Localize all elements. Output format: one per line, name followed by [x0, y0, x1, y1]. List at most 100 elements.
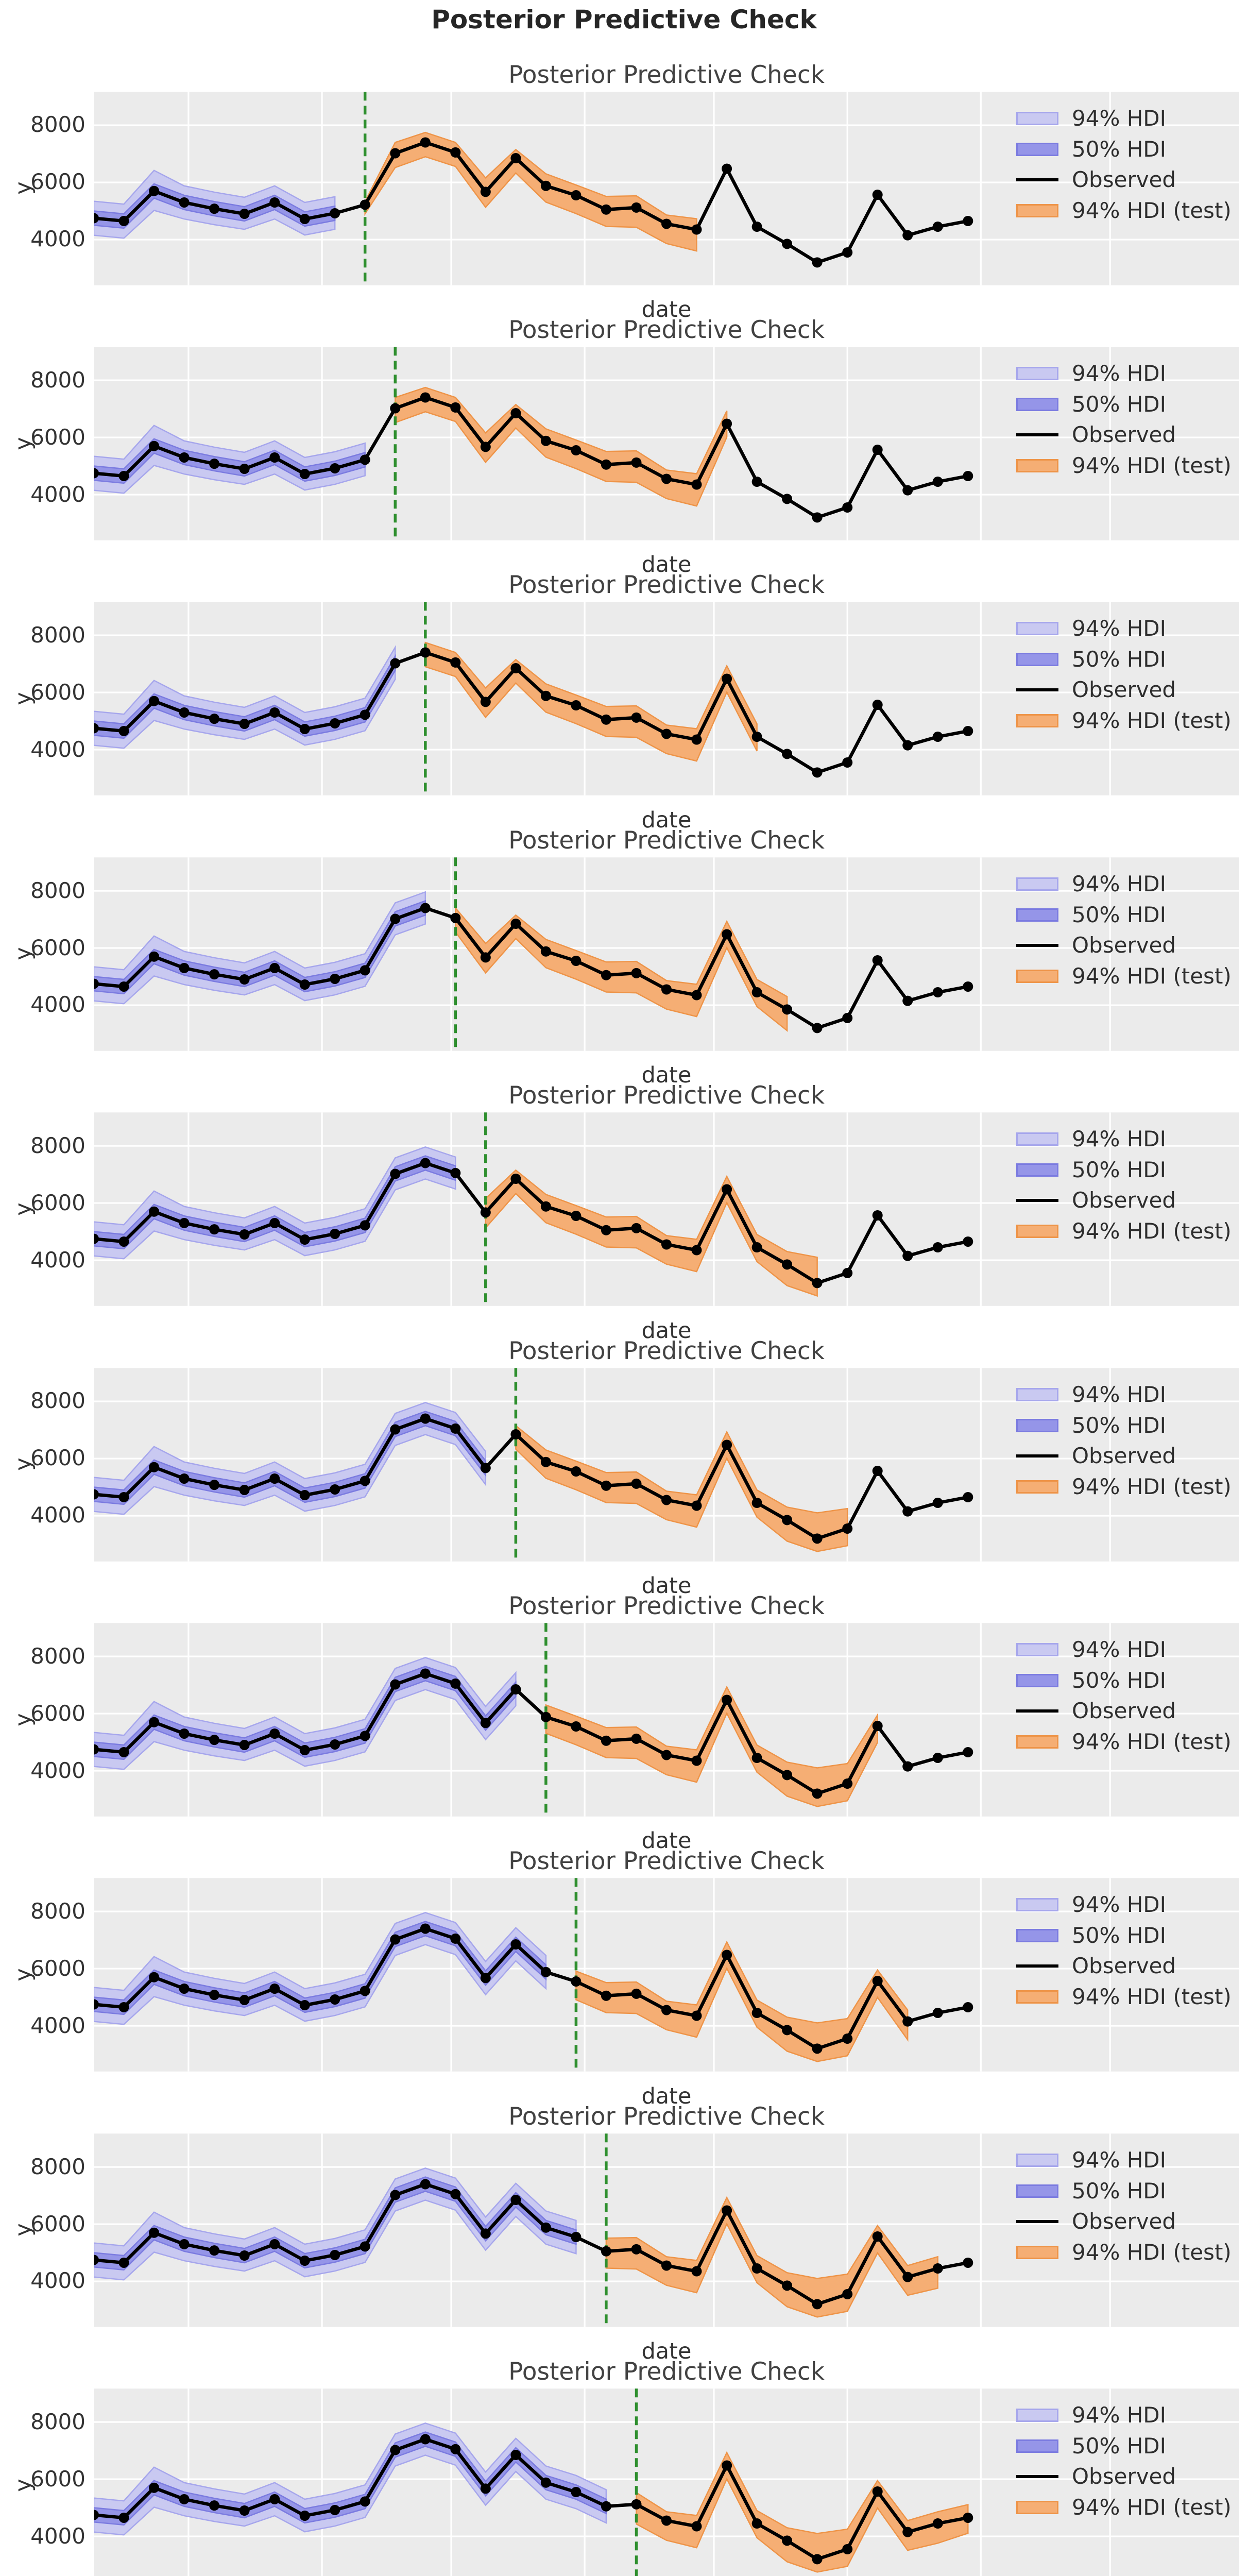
- legend-label: Observed: [1072, 2208, 1176, 2234]
- test-hdi94-swatch-icon: [1016, 459, 1058, 472]
- legend-label: Observed: [1072, 2464, 1176, 2489]
- observed-point: [812, 1788, 823, 1799]
- observed-point: [902, 2016, 913, 2027]
- observed-point: [932, 1242, 943, 1253]
- test-hdi94-swatch-icon: [1016, 1990, 1058, 2004]
- y-tick-label: 8000: [30, 1899, 86, 1924]
- observed-point: [118, 470, 129, 481]
- observed-point: [239, 974, 250, 985]
- observed-point: [299, 1489, 310, 1500]
- plot-area: [94, 1367, 1239, 1562]
- legend-item-94hdi-test: 94% HDI (test): [1016, 453, 1232, 478]
- ppc-panel: Posterior Predictive Check y 8000 6000 4…: [0, 1587, 1248, 1875]
- hdi50-swatch-icon: [1016, 2439, 1058, 2453]
- observed-point: [510, 2194, 521, 2205]
- observed-point: [571, 955, 582, 966]
- observed-point: [209, 459, 220, 469]
- hdi50-swatch-icon: [1016, 2184, 1058, 2198]
- observed-point: [902, 740, 913, 751]
- observed-point: [239, 1995, 250, 2006]
- observed-point: [209, 203, 220, 214]
- legend-label: 94% HDI (test): [1072, 708, 1232, 734]
- observed-point: [390, 1679, 401, 1690]
- observed-point: [179, 452, 190, 463]
- observed-point: [751, 1752, 762, 1763]
- observed-point: [932, 2263, 943, 2274]
- observed-point: [450, 657, 461, 668]
- x-axis-label: date: [641, 2083, 692, 2109]
- y-tick-label: 6000: [30, 680, 86, 705]
- observed-point: [751, 2008, 762, 2019]
- test-hdi94-swatch-icon: [1016, 969, 1058, 983]
- legend-label: 50% HDI: [1072, 391, 1167, 417]
- x-axis-label: date: [641, 552, 692, 578]
- legend-item-observed: Observed: [1016, 677, 1176, 702]
- observed-point: [631, 713, 642, 723]
- observed-point: [269, 707, 280, 718]
- observed-point: [209, 969, 220, 979]
- y-tick-label: 8000: [30, 2154, 86, 2179]
- observed-point: [902, 1761, 913, 1772]
- y-tick-label: 8000: [30, 367, 86, 393]
- ppc-panel: Posterior Predictive Check y 8000 6000 4…: [0, 311, 1248, 599]
- observed-point: [420, 1413, 431, 1423]
- observed-point: [510, 1684, 521, 1694]
- observed-point: [842, 757, 853, 768]
- observed-point: [932, 2008, 943, 2019]
- legend-label: Observed: [1072, 932, 1176, 958]
- observed-line-swatch-icon: [1016, 1709, 1058, 1713]
- observed-point: [631, 202, 642, 213]
- observed-point: [360, 1986, 370, 1996]
- test-hdi94-band: [424, 641, 758, 762]
- observed-point: [812, 2043, 823, 2054]
- observed-point: [179, 962, 190, 973]
- observed-point: [149, 696, 160, 707]
- observed-point: [360, 2496, 370, 2507]
- observed-line-swatch-icon: [1016, 1454, 1058, 1458]
- observed-point: [872, 1210, 883, 1221]
- observed-point: [480, 1207, 491, 1218]
- observed-point: [631, 1733, 642, 1744]
- test-hdi94-band: [545, 1685, 878, 1807]
- observed-point: [691, 479, 702, 490]
- legend-label: 94% HDI: [1072, 1892, 1167, 1918]
- observed-point: [118, 215, 129, 226]
- ppc-panel: Posterior Predictive Check y 8000 6000 4…: [0, 2097, 1248, 2386]
- figure-suptitle: Posterior Predictive Check: [431, 5, 817, 35]
- hdi50-swatch-icon: [1016, 1673, 1058, 1687]
- observed-point: [691, 1245, 702, 1256]
- legend-item-94hdi: 94% HDI: [1016, 2403, 1166, 2428]
- x-axis-label: date: [641, 1317, 692, 1344]
- observed-point: [842, 1012, 853, 1023]
- observed-point: [963, 470, 973, 481]
- observed-point: [330, 1229, 340, 1240]
- observed-point: [149, 1972, 160, 1983]
- observed-point: [118, 1236, 129, 1247]
- observed-point: [872, 700, 883, 710]
- observed-point: [842, 2289, 853, 2299]
- y-tick-label: 6000: [30, 1956, 86, 1981]
- observed-point: [480, 697, 491, 707]
- observed-point: [722, 673, 732, 684]
- observed-point: [118, 1492, 129, 1502]
- observed-point: [963, 2002, 973, 2013]
- observed-point: [842, 1523, 853, 1534]
- observed-point: [722, 1439, 732, 1450]
- observed-line-swatch-icon: [1016, 943, 1058, 947]
- observed-point: [360, 1220, 370, 1231]
- observed-point: [390, 2445, 401, 2455]
- observed-point: [360, 199, 370, 210]
- legend-label: 50% HDI: [1072, 1923, 1167, 1948]
- observed-point: [480, 442, 491, 452]
- observed-point: [963, 981, 973, 992]
- hdi50-swatch-icon: [1016, 1929, 1058, 1943]
- observed-point: [299, 2511, 310, 2521]
- observed-point: [691, 1500, 702, 1511]
- observed-point: [299, 2000, 310, 2011]
- test-hdi94-swatch-icon: [1016, 714, 1058, 728]
- observed-point: [330, 1994, 340, 2005]
- observed-point: [118, 2513, 129, 2523]
- hdi94-swatch-icon: [1016, 366, 1058, 380]
- observed-point: [691, 1755, 702, 1766]
- legend-item-94hdi: 94% HDI: [1016, 2147, 1166, 2173]
